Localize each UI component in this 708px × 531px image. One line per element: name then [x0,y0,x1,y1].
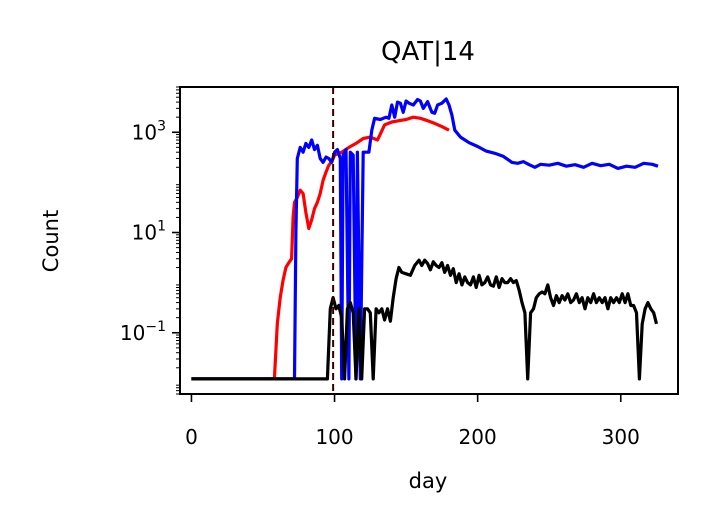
series-line-1 [191,115,450,381]
x-tick-label: 0 [185,425,198,449]
x-axis-label: day [409,469,448,493]
x-tick-label: 100 [315,425,353,449]
y-tick-label: 10−1 [120,319,166,345]
y-tick-label: 101 [132,219,166,245]
series-line-3 [191,258,659,381]
y-tick-label: 103 [132,118,166,144]
axes-frame [179,86,679,395]
chart-title: QAT|14 [381,37,475,67]
x-axis: 0 100 200 300 [185,394,640,449]
y-axis: 10−1 101 103 [120,86,180,395]
x-tick-label: 200 [459,425,497,449]
y-axis-label: Count [39,210,63,272]
series-line-2 [191,97,659,381]
x-tick-label: 300 [602,425,640,449]
plot-area [191,87,659,394]
